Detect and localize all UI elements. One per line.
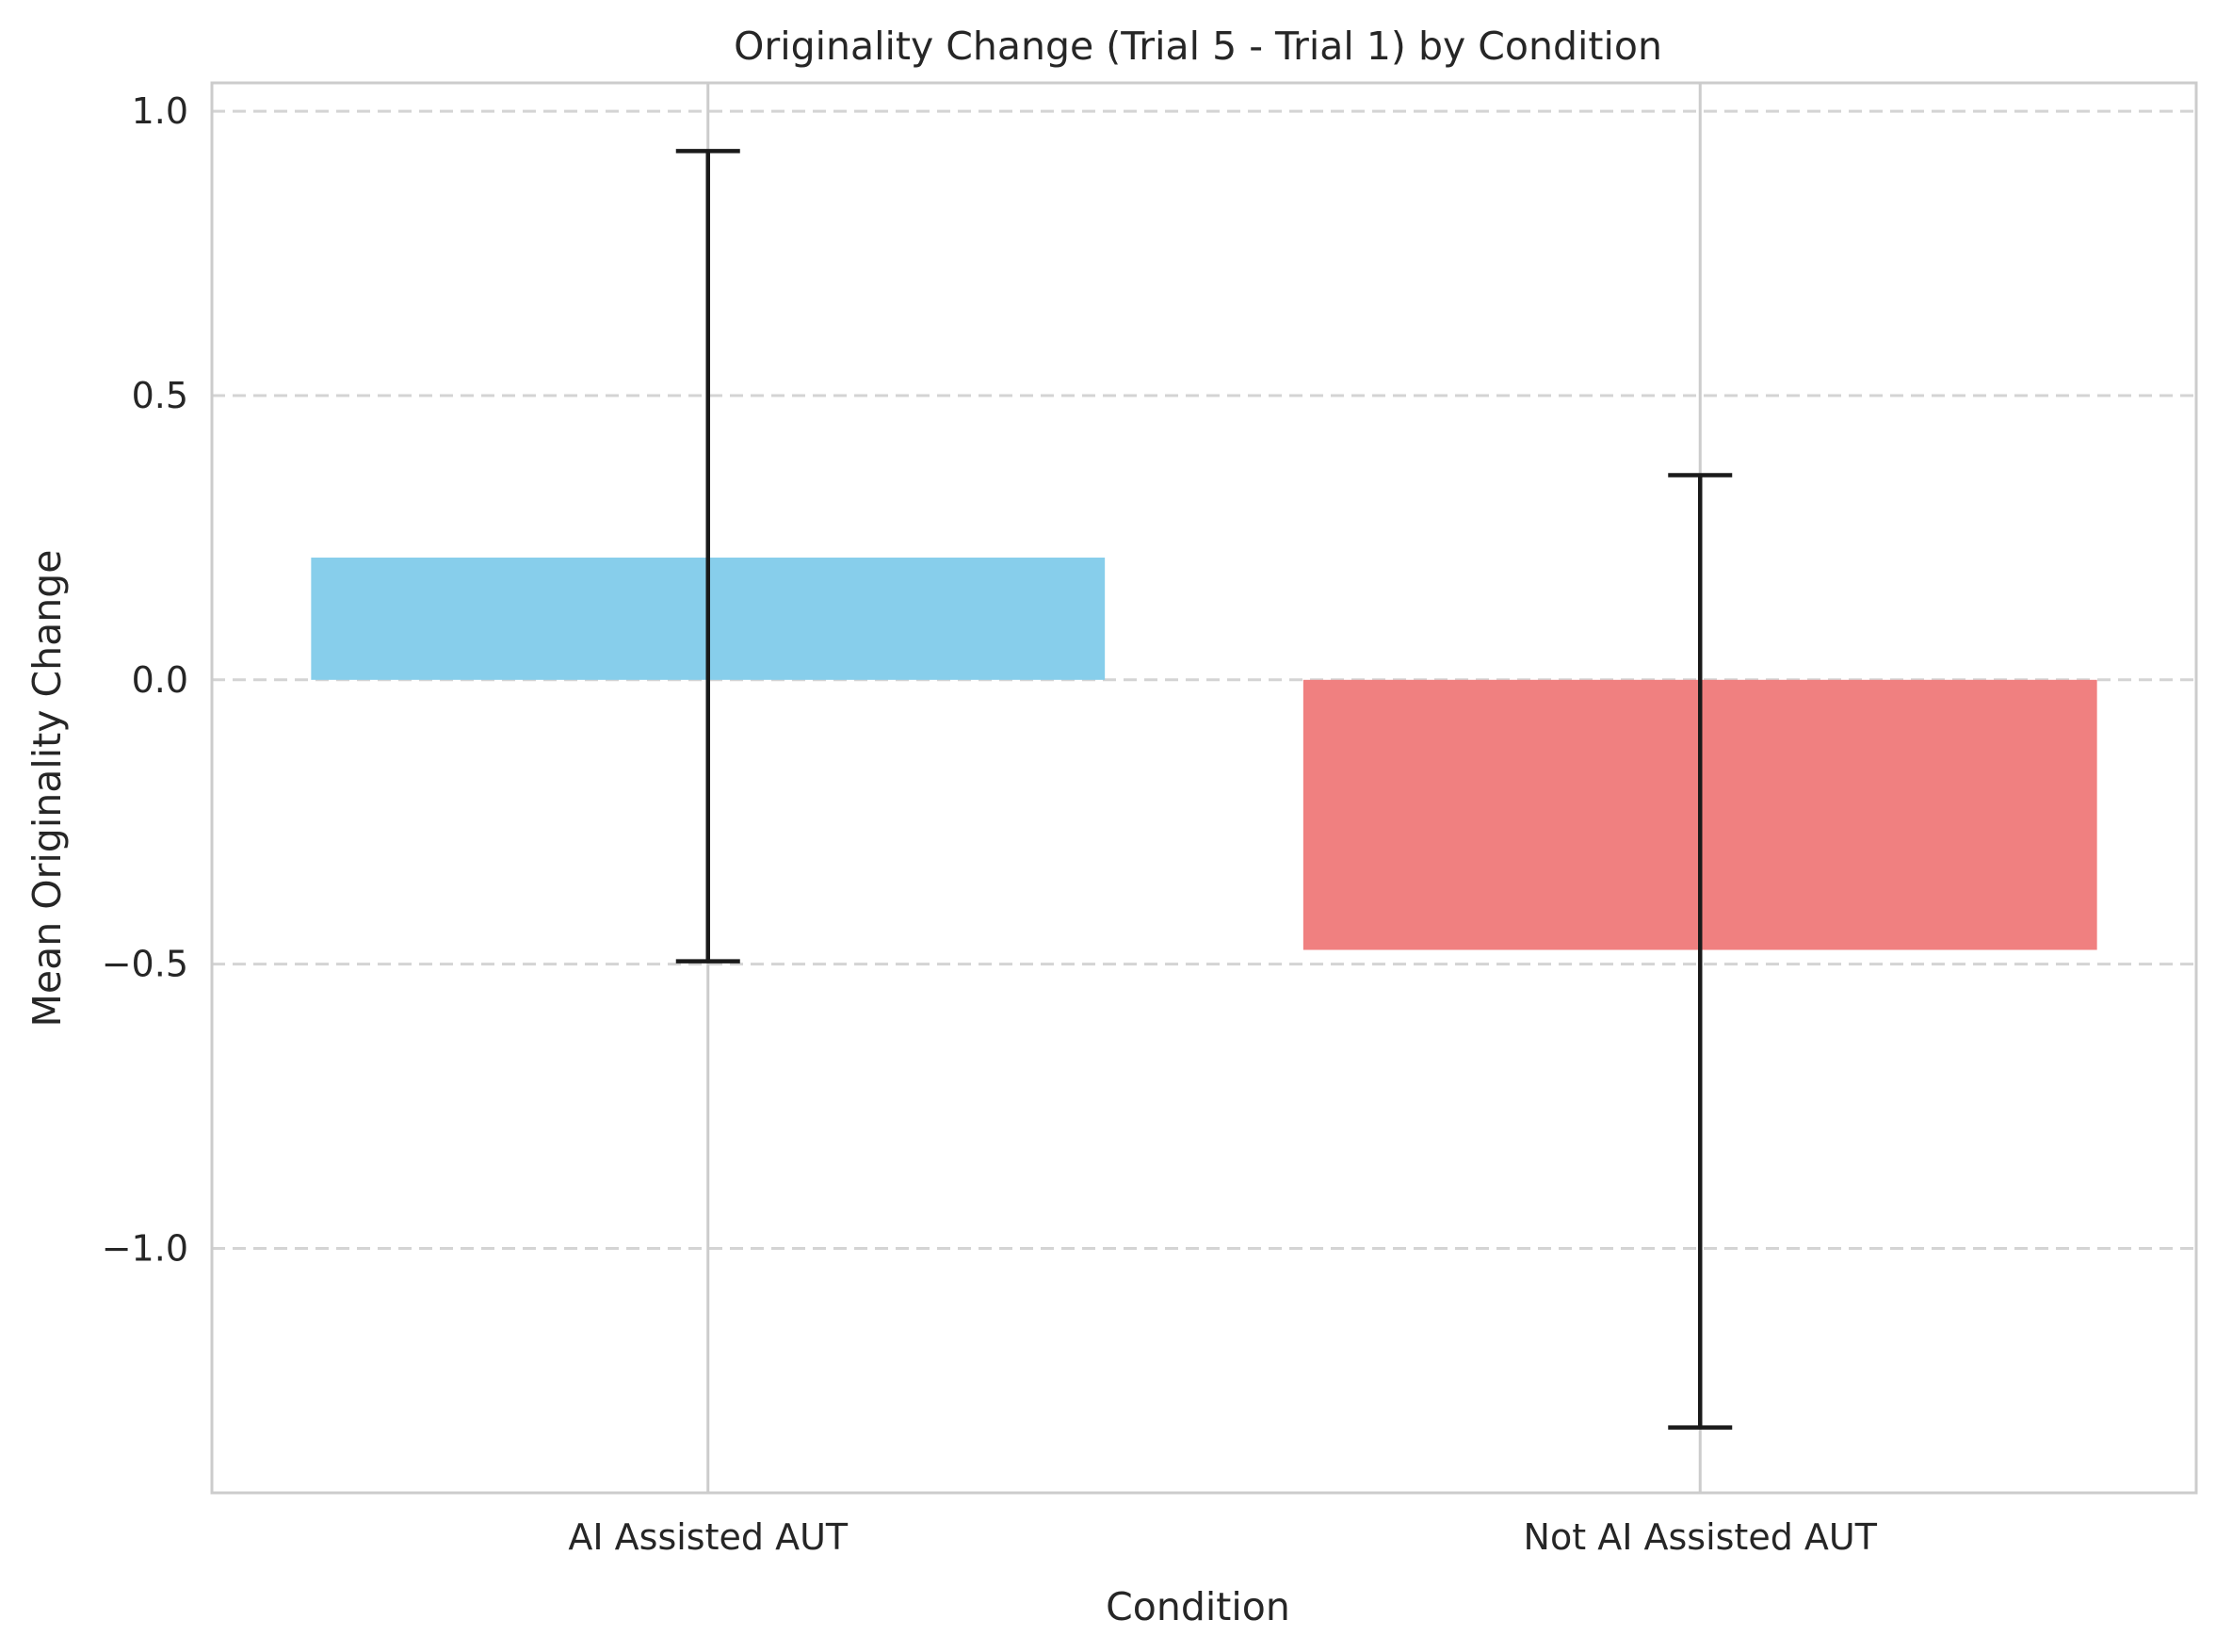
x-axis-label: Condition bbox=[1106, 1584, 1290, 1629]
error-bars bbox=[675, 149, 1733, 1430]
y-tick-label: 0.5 bbox=[132, 375, 188, 416]
y-tick-label: 0.0 bbox=[132, 659, 188, 701]
y-tick-label: −0.5 bbox=[102, 944, 188, 985]
y-tick-label: 1.0 bbox=[132, 90, 188, 132]
x-tick-label: AI Assisted AUT bbox=[568, 1516, 849, 1558]
x-tick-labels: AI Assisted AUT Not AI Assisted AUT bbox=[568, 1516, 1877, 1558]
chart-title: Originality Change (Trial 5 - Trial 1) b… bbox=[734, 24, 1662, 69]
y-axis-label: Mean Originality Change bbox=[24, 550, 70, 1028]
y-tick-labels: 1.0 0.5 0.0 −0.5 −1.0 bbox=[102, 90, 188, 1269]
plot-frame bbox=[210, 81, 2198, 1495]
bars bbox=[311, 558, 2097, 950]
x-tick-label: Not AI Assisted AUT bbox=[1524, 1516, 1878, 1558]
y-tick-label: −1.0 bbox=[102, 1227, 188, 1269]
